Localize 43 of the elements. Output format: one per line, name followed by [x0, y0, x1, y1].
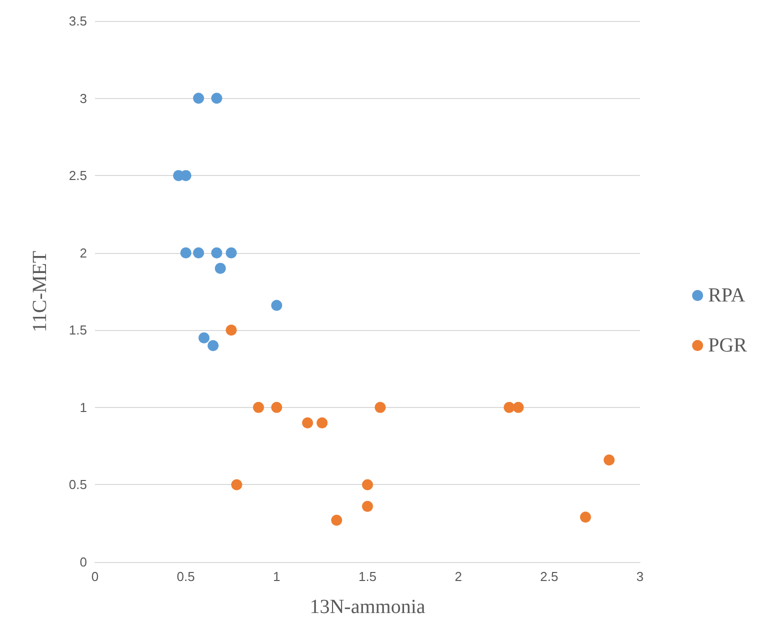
point: [180, 247, 192, 258]
x-tick-label: 0.5: [176, 569, 195, 584]
point: [253, 402, 264, 413]
point: [226, 247, 237, 258]
point: [214, 262, 226, 274]
point: [331, 514, 342, 526]
point: [512, 402, 524, 413]
legend-label: RPA: [708, 284, 746, 306]
point: [362, 500, 373, 512]
point: [604, 454, 615, 466]
point: [211, 247, 222, 258]
x-tick-label: 0: [91, 569, 99, 584]
x-tick-label: 1.5: [358, 569, 377, 584]
y-tick-label: 2.5: [68, 168, 87, 184]
point: [504, 402, 515, 413]
point: [316, 417, 328, 428]
x-tick-label: 1: [273, 569, 280, 584]
x-tick-label: 2.5: [540, 569, 558, 584]
point: [208, 340, 219, 352]
point: [193, 92, 204, 104]
y-tick-label: 3: [80, 90, 87, 106]
y-axis-title: 11C-MET: [29, 250, 51, 332]
point: [198, 332, 210, 344]
point: [580, 512, 591, 523]
point: [374, 402, 386, 413]
point: [226, 324, 237, 336]
y-tick-label: 1.5: [68, 322, 87, 338]
x-tick-label: 3: [636, 569, 644, 584]
point: [271, 300, 282, 311]
point: [231, 479, 242, 490]
point: [193, 247, 204, 258]
point: [271, 402, 282, 413]
y-tick-label: 3.5: [68, 14, 87, 28]
y-tick-label: 2: [80, 245, 87, 260]
x-tick-label: 2: [454, 569, 462, 584]
y-tick-label: 1: [80, 400, 87, 415]
y-tick-label: 0.5: [68, 477, 87, 492]
x-axis-title: 13N-ammonia: [310, 596, 426, 618]
y-tick-label: 0: [80, 554, 87, 570]
point: [302, 417, 314, 428]
point: [211, 92, 222, 104]
legend-label: PGR: [708, 334, 748, 356]
point: [362, 479, 373, 490]
